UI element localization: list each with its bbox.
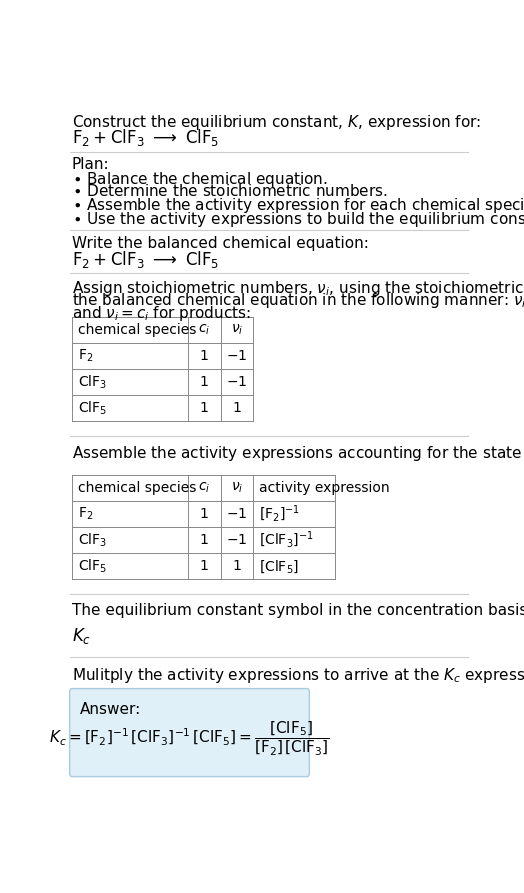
Text: $\nu_i$: $\nu_i$: [231, 322, 243, 337]
Text: Construct the equilibrium constant, $K$, expression for:: Construct the equilibrium constant, $K$,…: [72, 113, 481, 132]
Text: 1: 1: [200, 507, 209, 521]
Text: $\mathrm{F_2}$: $\mathrm{F_2}$: [78, 505, 93, 522]
Text: $\mathrm{F_2 + ClF_3 \ \longrightarrow \ ClF_5}$: $\mathrm{F_2 + ClF_3 \ \longrightarrow \…: [72, 127, 219, 148]
Text: 1: 1: [200, 533, 209, 547]
Text: 1: 1: [232, 401, 241, 415]
Text: The equilibrium constant symbol in the concentration basis is:: The equilibrium constant symbol in the c…: [72, 604, 524, 618]
Text: chemical species: chemical species: [78, 322, 196, 337]
Text: $\mathrm{F_2}$: $\mathrm{F_2}$: [78, 347, 93, 364]
Text: $\mathrm{ClF_3}$: $\mathrm{ClF_3}$: [78, 373, 107, 390]
Text: Write the balanced chemical equation:: Write the balanced chemical equation:: [72, 236, 368, 251]
Text: $K_c = [\mathrm{F_2}]^{-1}\,[\mathrm{ClF_3}]^{-1}\,[\mathrm{ClF_5}] = \dfrac{[\m: $K_c = [\mathrm{F_2}]^{-1}\,[\mathrm{ClF…: [49, 720, 330, 758]
FancyBboxPatch shape: [70, 689, 309, 777]
Text: $[\mathrm{ClF_5}]$: $[\mathrm{ClF_5}]$: [259, 558, 299, 574]
Text: Plan:: Plan:: [72, 157, 109, 172]
Text: $\bullet$ Balance the chemical equation.: $\bullet$ Balance the chemical equation.: [72, 171, 328, 189]
Text: Answer:: Answer:: [80, 702, 141, 717]
Text: $\bullet$ Use the activity expressions to build the equilibrium constant express: $\bullet$ Use the activity expressions t…: [72, 210, 524, 229]
Text: Assemble the activity expressions accounting for the state of matter and $\nu_i$: Assemble the activity expressions accoun…: [72, 445, 524, 463]
Text: $\mathrm{ClF_5}$: $\mathrm{ClF_5}$: [78, 557, 107, 575]
Text: $\mathrm{ClF_3}$: $\mathrm{ClF_3}$: [78, 531, 107, 549]
Text: $\mathrm{F_2 + ClF_3 \ \longrightarrow \ ClF_5}$: $\mathrm{F_2 + ClF_3 \ \longrightarrow \…: [72, 249, 219, 270]
Text: 1: 1: [200, 401, 209, 415]
Text: $c_i$: $c_i$: [198, 322, 210, 337]
Text: $\bullet$ Determine the stoichiometric numbers.: $\bullet$ Determine the stoichiometric n…: [72, 183, 387, 199]
Text: $\nu_i$: $\nu_i$: [231, 480, 243, 495]
Text: $[\mathrm{F_2}]^{-1}$: $[\mathrm{F_2}]^{-1}$: [259, 504, 300, 524]
Text: $[\mathrm{ClF_3}]^{-1}$: $[\mathrm{ClF_3}]^{-1}$: [259, 530, 314, 550]
Text: $\mathrm{ClF_5}$: $\mathrm{ClF_5}$: [78, 399, 107, 417]
Text: Assign stoichiometric numbers, $\nu_i$, using the stoichiometric coefficients, $: Assign stoichiometric numbers, $\nu_i$, …: [72, 279, 524, 298]
Text: 1: 1: [200, 559, 209, 573]
Text: activity expression: activity expression: [259, 480, 390, 495]
Text: $\bullet$ Assemble the activity expression for each chemical species.: $\bullet$ Assemble the activity expressi…: [72, 196, 524, 215]
Text: $-1$: $-1$: [226, 533, 247, 547]
Text: 1: 1: [200, 375, 209, 389]
Text: the balanced chemical equation in the following manner: $\nu_i = -c_i$ for react: the balanced chemical equation in the fo…: [72, 291, 524, 310]
Text: chemical species: chemical species: [78, 480, 196, 495]
Text: $-1$: $-1$: [226, 375, 247, 389]
Text: $-1$: $-1$: [226, 507, 247, 521]
Text: 1: 1: [232, 559, 241, 573]
Text: $-1$: $-1$: [226, 349, 247, 363]
Text: $c_i$: $c_i$: [198, 480, 210, 495]
Text: $K_c$: $K_c$: [72, 626, 91, 646]
Text: and $\nu_i = c_i$ for products:: and $\nu_i = c_i$ for products:: [72, 304, 250, 322]
Text: 1: 1: [200, 349, 209, 363]
Text: Mulitply the activity expressions to arrive at the $K_c$ expression:: Mulitply the activity expressions to arr…: [72, 666, 524, 685]
